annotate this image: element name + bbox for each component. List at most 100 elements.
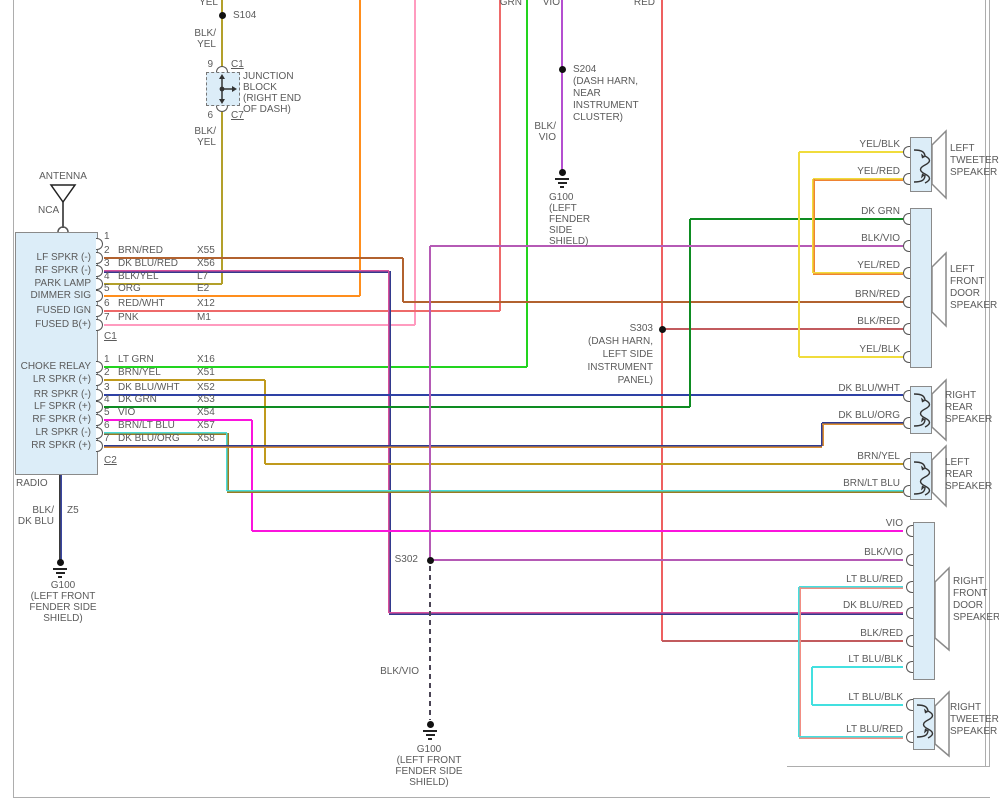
wire-segment-lt-grn	[104, 366, 527, 368]
radio-pin-signal-label: RF SPKR (-)	[34, 265, 91, 276]
speaker-cone-icon	[931, 129, 947, 200]
wire-label-blk-yel-lower-1: BLK/	[194, 126, 216, 137]
radio-pin-wire-color: BRN/YEL	[118, 367, 161, 378]
wire-segment-red-wht	[499, 0, 501, 311]
speaker-name-left-rear: REAR	[945, 469, 973, 480]
s302-ground-caption-2: (LEFT FRONT	[396, 755, 462, 766]
speaker-pin-arc-left-front-door-5	[903, 351, 910, 363]
s302-wire-label: BLK/VIO	[380, 666, 419, 677]
splice-s303-label: S303	[629, 323, 653, 334]
wire-segment-lt-blu-red	[798, 587, 801, 737]
speaker-wire-label: DK BLU/ORG	[838, 410, 900, 421]
top-label-red: RED	[633, 0, 655, 8]
s303-desc-4: PANEL)	[617, 375, 653, 386]
speaker-name-right-front-door: DOOR	[953, 600, 983, 611]
speaker-wire-label: DK BLU/RED	[842, 600, 903, 611]
speaker-pin-arc-right-front-door-2	[906, 581, 913, 593]
radio-connector-c1-label: C1	[104, 331, 117, 342]
radio-pin-signal-label: LR SPKR (+)	[32, 374, 91, 385]
radio-ground-caption-4: SHIELD)	[43, 613, 83, 624]
wire-segment-yel-red	[812, 179, 815, 273]
junction-pin-bottom: 6	[207, 110, 213, 121]
radio-pin-arc-4	[96, 278, 103, 290]
speaker-cone-icon	[931, 378, 947, 442]
speaker-name-left-tweeter: LEFT	[950, 143, 975, 154]
radio-pin-circuit-code: M1	[197, 312, 211, 323]
ground-bar-g100-s302-1	[425, 734, 435, 736]
ground-dot-g100-s204	[558, 168, 566, 176]
wire-segment-dk-grn	[690, 218, 903, 220]
wire-segment-yel-red	[813, 178, 903, 181]
radio-pin-arc-6	[96, 427, 103, 439]
speaker-name-left-front-door: SPEAKER	[950, 300, 998, 311]
speaker-name-left-front-door: FRONT	[950, 276, 985, 287]
junction-pin-top: 9	[207, 59, 213, 70]
s303-desc-2: LEFT SIDE	[602, 349, 653, 360]
radio-pin-number: 3	[104, 382, 110, 393]
wire-segment-org	[104, 295, 360, 297]
speaker-wire-label: DK BLU/WHT	[838, 383, 900, 394]
wire-segment-blk-red	[662, 640, 903, 642]
radio-pin-signal-label: LF SPKR (+)	[34, 401, 91, 412]
junction-bottom-arc	[216, 106, 228, 112]
radio-pin-signal-label: FUSED B(+)	[35, 319, 91, 330]
speaker-wire-label: BRN/RED	[854, 289, 900, 300]
s204-ground-caption-3: FENDER	[549, 214, 591, 225]
speaker-wire-label: BRN/LT BLU	[843, 478, 900, 489]
radio-ground-wire-code: Z5	[67, 505, 79, 516]
splice-s104-label: S104	[233, 10, 257, 21]
speaker-box-left-front-door	[910, 208, 932, 368]
wire-segment-blk-yel	[221, 106, 223, 284]
speaker-cone-icon	[934, 566, 950, 652]
radio-pin-signal-label: RF SPKR (+)	[32, 414, 91, 425]
wire-segment-org	[359, 0, 361, 296]
speaker-pin-arc-left-tweeter-1	[903, 173, 910, 185]
antenna-icon	[49, 184, 77, 233]
radio-pin-arc-2	[96, 374, 103, 386]
wire-segment-brn-lt-blu	[227, 490, 903, 493]
radio-pin-arc-3	[96, 265, 103, 277]
speaker-box-right-front-door	[913, 522, 935, 680]
wire-segment-lt-blu-blk	[812, 704, 903, 706]
wire-segment-red	[661, 0, 663, 641]
radio-pin-circuit-code: X57	[197, 420, 215, 431]
radio-pin-wire-color: LT GRN	[118, 354, 154, 365]
wire-label-blk-yel-upper-1: BLK/	[194, 28, 216, 39]
junction-title-3: (RIGHT END	[243, 93, 302, 104]
junction-title-2: BLOCK	[243, 82, 277, 93]
speaker-wire-label: VIO	[885, 518, 903, 529]
s204-wire-label-1: BLK/	[534, 121, 556, 132]
wire-segment-brn-red	[402, 258, 404, 302]
radio-pin-circuit-code: X12	[197, 298, 215, 309]
top-label-grn: GRN	[499, 0, 522, 8]
speaker-pin-arc-left-front-door-1	[903, 240, 910, 252]
speaker-coil-icon	[913, 460, 931, 496]
radio-ground-caption-2: (LEFT FRONT	[30, 591, 96, 602]
s204-ground-caption-2: (LEFT	[549, 203, 577, 214]
s204-ground-caption-1: G100	[549, 192, 574, 203]
wire-segment-blk-dk-blu	[59, 475, 62, 560]
ground-bar-g100-s204-0	[555, 178, 569, 180]
radio-pin-wire-color: VIO	[118, 407, 136, 418]
radio-pin-wire-color: BLK/YEL	[118, 271, 159, 282]
wire-segment-vio	[252, 530, 903, 532]
top-label-vio: VIO	[542, 0, 560, 8]
frame-right-outer	[989, 0, 990, 767]
ground-bar-g100-s204-1	[557, 182, 567, 184]
speaker-coil-icon	[913, 392, 931, 428]
s204-desc-1: (DASH HARN,	[573, 76, 639, 87]
radio-pin-circuit-code: X52	[197, 382, 215, 393]
s204-ground-caption-4: SIDE	[549, 225, 573, 236]
speaker-wire-label: LT BLU/BLK	[848, 692, 903, 703]
radio-pin-wire-color: BRN/RED	[118, 245, 164, 256]
frame-right-inner	[985, 0, 986, 767]
wire-segment-blk-yel	[104, 283, 222, 285]
speaker-cone-icon	[931, 251, 947, 328]
s204-ground-caption-5: SHIELD)	[549, 236, 589, 247]
radio-pin-wire-color: PNK	[118, 312, 139, 323]
s204-desc-3: INSTRUMENT	[573, 100, 639, 111]
wire-segment-dk-blu-org	[822, 422, 903, 425]
frame-left	[13, 0, 14, 797]
speaker-wire-label: YEL/BLK	[859, 344, 900, 355]
wire-segment-blk-vio	[430, 245, 903, 247]
